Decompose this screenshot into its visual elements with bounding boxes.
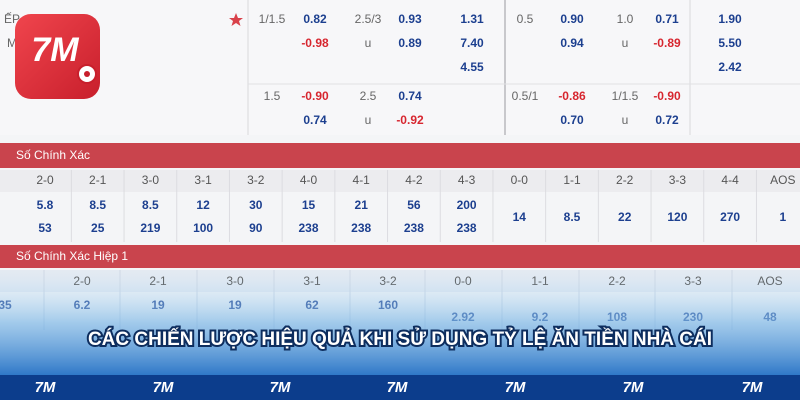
- blue-fade: [0, 270, 800, 375]
- score-odds: 30: [249, 198, 263, 212]
- odds-cell: 0.90: [560, 12, 584, 26]
- odds-cell: -0.89: [653, 36, 681, 50]
- score-odds: 5.8: [37, 198, 54, 212]
- odds-background: [0, 0, 800, 135]
- odds-cell: 0.5: [517, 12, 534, 26]
- score-odds: 8.5: [89, 198, 106, 212]
- odds-cell: 1.0: [617, 12, 634, 26]
- ball-patch: [84, 71, 90, 77]
- odds-cell: u: [622, 36, 629, 50]
- footer-logo: 7M: [153, 379, 174, 396]
- score-odds: 200: [457, 198, 477, 212]
- footer-logo: 7M: [270, 379, 291, 396]
- column-label: 2-0: [36, 173, 54, 187]
- odds-cell: -0.90: [301, 89, 329, 103]
- odds-cell: 2.42: [718, 60, 742, 74]
- odds-cell: 0.74: [303, 113, 327, 127]
- score-odds: 238: [404, 221, 424, 235]
- odds-cell: 0.5/1: [512, 89, 539, 103]
- odds-cell: 0.70: [560, 113, 584, 127]
- score-odds: 238: [351, 221, 371, 235]
- column-label: 4-4: [721, 173, 739, 187]
- column-label: AOS: [770, 173, 795, 187]
- odds-cell: -0.90: [653, 89, 681, 103]
- odds-cell: 1.90: [718, 12, 742, 26]
- score-odds: 14: [513, 210, 527, 224]
- score-odds: 120: [667, 210, 687, 224]
- score-odds: 238: [457, 221, 477, 235]
- odds-cell: 0.82: [303, 12, 327, 26]
- odds-cell: u: [365, 36, 372, 50]
- column-label: 1-1: [563, 173, 581, 187]
- odds-cell: 0.72: [655, 113, 679, 127]
- score-odds: 1: [779, 210, 786, 224]
- odds-cell: 0.71: [655, 12, 679, 26]
- column-label: 4-2: [405, 173, 423, 187]
- score-odds: 53: [38, 221, 52, 235]
- score-odds: 12: [196, 198, 210, 212]
- odds-cell: -0.86: [558, 89, 586, 103]
- odds-cell: 2.5: [360, 89, 377, 103]
- score-odds: 21: [355, 198, 369, 212]
- odds-cell: -0.92: [396, 113, 424, 127]
- section-header: [0, 143, 800, 168]
- odds-cell: ẾP: [4, 11, 20, 26]
- logo-text: 7M: [31, 31, 79, 69]
- odds-cell: u: [365, 113, 372, 127]
- odds-cell: 0.93: [398, 12, 422, 26]
- footer-logo: 7M: [35, 379, 56, 396]
- odds-cell: 1/1.5: [259, 12, 286, 26]
- odds-cell: M: [7, 36, 17, 50]
- score-odds: 238: [298, 221, 318, 235]
- column-label: 4-1: [353, 173, 371, 187]
- odds-cell: 5.50: [718, 36, 742, 50]
- app-logo: 7M: [15, 14, 100, 99]
- odds-cell: 0.94: [560, 36, 584, 50]
- star-icon: [229, 13, 243, 26]
- footer: [0, 375, 800, 400]
- score-odds: 15: [302, 198, 316, 212]
- banner-title: CÁC CHIẾN LƯỢC HIỆU QUẢ KHI SỬ DỤNG TỶ L…: [88, 328, 712, 350]
- score-odds: 8.5: [142, 198, 159, 212]
- score-odds: 56: [407, 198, 421, 212]
- column-header-row: [0, 170, 800, 192]
- footer-logo: 7M: [387, 379, 408, 396]
- column-label: 3-0: [142, 173, 160, 187]
- odds-cell: 0.89: [398, 36, 422, 50]
- column-label: 4-0: [300, 173, 318, 187]
- odds-cell: 4.55: [460, 60, 484, 74]
- column-label: 2-1: [89, 173, 107, 187]
- footer-logo: 7M: [623, 379, 644, 396]
- section-title: Số Chính Xác Hiệp 1: [16, 249, 128, 263]
- column-label: 2-2: [616, 173, 634, 187]
- section-header: [0, 245, 800, 268]
- odds-cell: u: [622, 113, 629, 127]
- odds-cell: 2.5/3: [355, 12, 382, 26]
- footer-logo: 7M: [742, 379, 763, 396]
- score-odds: 22: [618, 210, 632, 224]
- score-odds: 219: [140, 221, 160, 235]
- column-label: 3-3: [669, 173, 687, 187]
- odds-cell: -0.98: [301, 36, 329, 50]
- score-odds: 8.5: [564, 210, 581, 224]
- odds-cell: 1/1.5: [612, 89, 639, 103]
- odds-cell: 7.40: [460, 36, 484, 50]
- odds-cell: 1.5: [264, 89, 281, 103]
- footer-logo: 7M: [505, 379, 526, 396]
- column-label: 3-1: [194, 173, 212, 187]
- score-odds: 90: [249, 221, 263, 235]
- column-label: 0-0: [511, 173, 529, 187]
- odds-cell: 0.74: [398, 89, 422, 103]
- score-odds: 270: [720, 210, 740, 224]
- score-odds: 25: [91, 221, 105, 235]
- column-label: 3-2: [247, 173, 265, 187]
- column-label: 4-3: [458, 173, 476, 187]
- section-title: Số Chính Xác: [16, 148, 90, 162]
- score-odds: 100: [193, 221, 213, 235]
- footer-logos: 7M 7M 7M 7M 7M 7M 7M: [35, 379, 763, 396]
- odds-cell: 1.31: [460, 12, 484, 26]
- odds-area: [0, 0, 800, 135]
